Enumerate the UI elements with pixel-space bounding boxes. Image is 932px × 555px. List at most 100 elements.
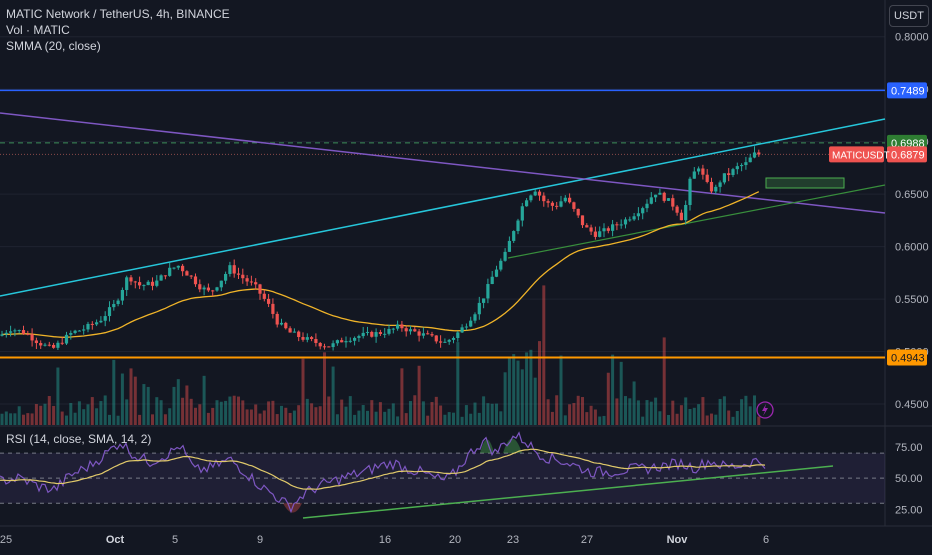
volume-bar [507, 356, 511, 425]
volume-bar [301, 358, 305, 425]
price-level-label: 0.4943 [891, 353, 925, 365]
volume-bar [211, 407, 215, 425]
candle-body [748, 157, 752, 163]
candle-body [507, 240, 511, 252]
candle-body [181, 265, 185, 272]
volume-bar [710, 413, 713, 425]
candle-body [99, 320, 103, 323]
candle-body [288, 328, 292, 333]
volume-bar [374, 411, 378, 425]
volume-bar [366, 410, 369, 425]
price-level-label: 0.6879 [891, 149, 925, 161]
volume-bar [224, 400, 228, 425]
volume-bar [421, 401, 425, 425]
volume-bar [602, 415, 606, 425]
time-tick-label: 23 [507, 534, 519, 546]
rsi-legend[interactable]: RSI (14, close, SMA, 14, 2) [6, 432, 152, 446]
symbol-title[interactable]: MATIC Network / TetherUS, 4h, BINANCE [6, 7, 230, 21]
volume-bar [645, 400, 649, 425]
volume-bar [542, 285, 546, 425]
candle-body [271, 303, 275, 314]
volume-bar [9, 413, 13, 425]
volume-bar [705, 415, 709, 425]
price-level-tag [887, 146, 927, 163]
volume-bar [237, 396, 240, 425]
volume-bar [348, 396, 352, 425]
volume-bar [654, 397, 658, 425]
candle-body [365, 331, 370, 333]
candle-body [568, 197, 572, 203]
lower-channel-line [507, 184, 886, 259]
volume-bar [353, 414, 357, 425]
volume-bar [267, 401, 271, 425]
currency-button[interactable]: USDT [889, 5, 929, 27]
volume-bar [125, 399, 129, 425]
smma-legend[interactable]: SMMA (20, close) [6, 39, 101, 53]
volume-bar [757, 416, 761, 425]
candle-body [279, 322, 284, 325]
candle-body [198, 284, 202, 290]
volume-bar [477, 412, 481, 425]
candle-body [357, 336, 361, 338]
volume-legend[interactable]: Vol · MATIC [6, 23, 70, 37]
candle-body [735, 166, 739, 170]
candle-body [684, 204, 688, 221]
volume-bar [82, 409, 86, 425]
symbol-tag [829, 146, 884, 163]
candle-body [383, 333, 387, 335]
volume-bar [740, 399, 744, 425]
rsi-line [0, 431, 766, 514]
time-tick-label: 16 [379, 534, 391, 546]
volume-bar [714, 414, 718, 425]
volume-bar [550, 411, 554, 425]
candle-body [60, 342, 64, 344]
candle-body [533, 191, 537, 196]
target-zone-box [765, 177, 845, 189]
candle-body [215, 287, 219, 291]
volume-bar [280, 405, 283, 425]
volume-bar [95, 408, 99, 425]
volume-bar [490, 403, 494, 425]
candle-body [529, 195, 533, 201]
candle-body [163, 275, 167, 277]
candle-body [267, 298, 271, 304]
volume-bar [39, 405, 43, 425]
volume-bar [731, 416, 735, 425]
candle-body [525, 200, 529, 207]
volume-bar [271, 400, 275, 425]
candle-body [628, 219, 632, 221]
candle-body [43, 344, 47, 346]
volume-bar [555, 395, 559, 425]
volume-bar [17, 406, 21, 425]
candle-body [112, 304, 116, 308]
price-tick-label: 0.8000 [895, 32, 929, 44]
candle-body [611, 224, 615, 231]
candle-body [555, 205, 559, 207]
candle-body [155, 280, 159, 286]
candle-body [348, 340, 352, 342]
candle-body [232, 265, 236, 274]
candle-body [120, 289, 124, 301]
volume-bar [606, 372, 610, 425]
volume-bar [495, 403, 498, 425]
candle-body [258, 284, 262, 294]
candle-body [697, 168, 701, 172]
candle-body [0, 334, 4, 336]
candle-body [563, 197, 567, 202]
volume-bar [649, 401, 653, 425]
volume-bar [679, 405, 683, 425]
volume-bar [546, 399, 550, 425]
candle-body [56, 342, 60, 348]
price-tick-label: 0.6000 [895, 242, 929, 254]
volume-bar [503, 372, 507, 425]
volume-bar [641, 416, 645, 425]
volume-bar [688, 408, 692, 425]
volume-bar [722, 396, 726, 425]
candle-body [658, 192, 662, 195]
volume-bar [323, 352, 326, 425]
volume-bar [245, 409, 249, 425]
candle-body [95, 322, 99, 325]
candle-body [718, 182, 722, 187]
